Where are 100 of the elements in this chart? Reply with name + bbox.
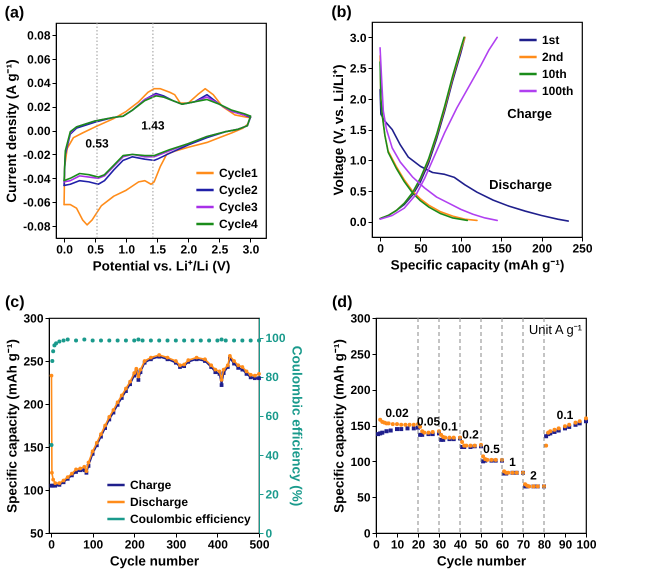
x-tick-label: 400 — [208, 538, 228, 552]
legend-label: Cycle2 — [219, 183, 258, 197]
x-tick-label: 0 — [377, 242, 384, 256]
annotation: 0.53 — [85, 136, 110, 150]
legend-label: Cycle1 — [219, 166, 258, 180]
legend-label: 100th — [542, 84, 574, 98]
y-tick-label: 0.00 — [27, 124, 51, 138]
y-tick-label: 0.5 — [350, 184, 367, 198]
x-tick-label: 1.5 — [149, 242, 166, 256]
y-tick-label: 2.5 — [350, 62, 367, 76]
x-tick-label: 30 — [432, 538, 446, 552]
y-tick-label: 1.0 — [350, 154, 367, 168]
y-tick-label: 250 — [23, 354, 44, 368]
annotation: 1.43 — [141, 118, 165, 132]
annotation: Unit A g⁻¹ — [528, 322, 583, 337]
y-axis-title: Current density (A g⁻¹) — [4, 59, 20, 203]
x-tick-label: 80 — [538, 538, 552, 552]
annotation: Charge — [507, 106, 552, 121]
annotation: Discharge — [489, 176, 552, 192]
y2-tick-label: 60 — [266, 409, 280, 424]
y-tick-label: 0.08 — [27, 28, 51, 42]
x-tick-label: 200 — [532, 242, 552, 256]
x-tick-label: 10 — [390, 538, 404, 552]
x-tick-label: 100 — [576, 538, 597, 552]
y-tick-label: 300 — [350, 312, 371, 326]
annotation: 0.05 — [416, 414, 440, 429]
y-tick-label: 1.5 — [350, 123, 367, 137]
chart-title: (b) — [331, 4, 352, 21]
x-axis-title: Potential vs. Li⁺/Li (V) — [92, 258, 230, 274]
y2-axis-title: Coulombic efficiency (%) — [290, 346, 305, 506]
y-tick-label: 150 — [23, 440, 44, 454]
x-tick-label: 500 — [249, 538, 270, 552]
annotation: 0.5 — [483, 442, 500, 456]
y-tick-label: 100 — [350, 454, 371, 469]
legend-label: 1st — [542, 33, 560, 47]
legend-label: 2nd — [542, 50, 564, 64]
y-axis-title: Specific capacity (mAh g⁻¹) — [331, 339, 346, 513]
x-tick-label: 3.0 — [242, 242, 260, 256]
y2-tick-label: 80 — [266, 370, 280, 384]
y-tick-label: 250 — [350, 347, 371, 362]
y-tick-label: 50 — [357, 490, 371, 505]
x-tick-label: 2.0 — [180, 242, 198, 256]
annotation: 0.1 — [441, 420, 458, 434]
y-tick-label: 200 — [350, 383, 371, 398]
x-tick-label: 60 — [496, 538, 510, 552]
legend-label: Cycle4 — [219, 217, 258, 231]
x-tick-label: 0.5 — [87, 242, 104, 256]
annotation: 2 — [530, 468, 538, 482]
y-tick-label: -0.04 — [23, 172, 51, 186]
annotation: 1 — [509, 454, 516, 469]
x-tick-label: 1.0 — [118, 242, 136, 256]
x-axis-title: Cycle number — [110, 554, 200, 568]
x-tick-label: 300 — [166, 538, 187, 552]
y2-tick-label: 0 — [266, 526, 272, 540]
x-tick-label: 250 — [572, 242, 593, 256]
x-tick-label: 50 — [414, 242, 428, 256]
y-tick-label: -0.06 — [23, 196, 51, 210]
legend-label: Charge — [130, 478, 172, 492]
y-tick-label: 0 — [364, 526, 371, 540]
y2-tick-label: 40 — [266, 448, 280, 462]
annotation: 0.2 — [462, 428, 480, 442]
y-tick-label: 50 — [30, 526, 44, 540]
chart-title: (c) — [4, 294, 25, 311]
x-tick-label: 200 — [124, 538, 146, 552]
y-tick-label: 150 — [350, 419, 371, 433]
legend-label: 10th — [542, 67, 567, 81]
annotation: 0.1 — [556, 408, 574, 422]
annotation: 0.02 — [385, 406, 409, 420]
y2-tick-label: 100 — [266, 331, 286, 346]
x-tick-label: 50 — [474, 538, 488, 552]
y-tick-label: 100 — [23, 484, 44, 498]
y-tick-label: 2.0 — [350, 92, 367, 106]
chart-title: (d) — [332, 294, 352, 311]
x-tick-label: 100 — [83, 538, 104, 552]
y-tick-label: -0.02 — [23, 148, 51, 162]
y-tick-label: 200 — [23, 398, 44, 412]
x-tick-label: 90 — [558, 538, 572, 552]
y-tick-label: 0.06 — [27, 52, 51, 66]
y-tick-label: 0.0 — [350, 215, 367, 230]
y2-tick-label: 20 — [266, 487, 280, 502]
y-axis-title: Voltage (V, vs. Li/Li⁺) — [330, 64, 346, 196]
x-tick-label: 100 — [451, 242, 472, 256]
legend-label: Discharge — [130, 495, 188, 509]
y-tick-label: 300 — [23, 312, 44, 326]
y-tick-label: 3.0 — [350, 30, 367, 45]
y-tick-label: -0.08 — [23, 220, 51, 234]
x-tick-label: 2.5 — [212, 242, 229, 256]
y-tick-label: 0.02 — [27, 100, 51, 114]
x-tick-label: 40 — [454, 538, 468, 552]
x-tick-label: 150 — [492, 242, 512, 256]
x-axis-title: Specific capacity (mAh g⁻¹) — [390, 258, 564, 272]
x-tick-label: 0 — [373, 538, 380, 552]
x-tick-label: 70 — [516, 538, 530, 552]
chart-title: (a) — [4, 4, 24, 22]
x-tick-label: 20 — [412, 538, 426, 552]
x-tick-label: 0.0 — [56, 242, 74, 256]
y-axis-title: Specific capacity (mAh g⁻¹) — [4, 339, 20, 513]
legend-label: Cycle3 — [219, 200, 258, 214]
x-axis-title: Cycle number — [436, 554, 527, 568]
legend-label: Coulombic efficiency — [130, 512, 252, 526]
